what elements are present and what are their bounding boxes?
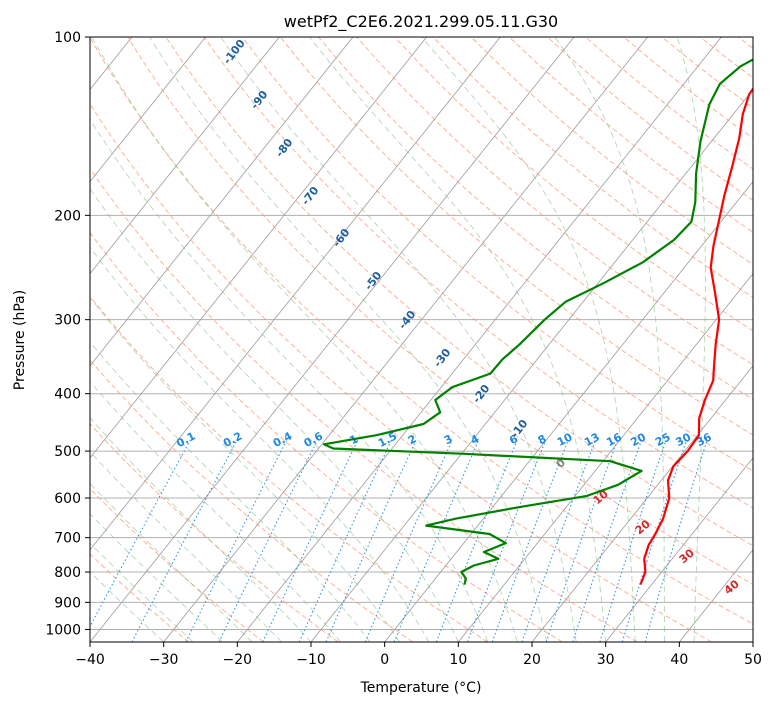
mixing-ratio-line (325, 440, 417, 642)
x-tick-label: 40 (670, 652, 688, 668)
isotherm-line (90, 37, 575, 642)
dry-adiabat (90, 37, 753, 625)
x-tick-label: 20 (523, 652, 541, 668)
mixing-ratio-label: 30 (674, 430, 694, 449)
temperature-profile (639, 86, 753, 585)
dry-adiabat (90, 423, 339, 642)
x-tick-label: −10 (296, 652, 326, 668)
y-tick-label: 800 (54, 565, 81, 581)
dry-adiabat (165, 37, 753, 547)
moist-adiabat (676, 37, 706, 642)
x-axis-ticks: −40 −30 −20 −10 0 10 20 30 40 50 (75, 642, 762, 668)
x-tick-label: −20 (223, 652, 253, 668)
moist-adiabat (90, 118, 489, 642)
isotherm-line (531, 365, 753, 642)
isotherm-line (237, 37, 722, 642)
moist-adiabat (220, 37, 577, 642)
moist-adiabat (90, 341, 371, 642)
isotherm-line (384, 180, 753, 642)
y-axis-ticks: 100 200 300 400 500 600 700 800 900 1000 (45, 30, 90, 638)
dry-adiabat (90, 487, 264, 642)
moist-adiabat (91, 37, 518, 642)
dry-adiabat (241, 37, 753, 472)
dry-adiabat (356, 37, 753, 366)
mixing-ratio-line (599, 440, 667, 642)
moist-adiabat (90, 513, 223, 642)
mixing-ratio-line (644, 440, 708, 642)
y-tick-label: 900 (54, 595, 81, 611)
mixing-ratio-line (298, 440, 392, 642)
y-tick-label: 200 (54, 208, 81, 224)
dry-adiabat (90, 295, 488, 642)
dry-adiabats (90, 37, 753, 642)
moist-adiabat (421, 37, 636, 642)
dry-adiabat (203, 37, 753, 509)
isotherm-grid (90, 37, 753, 642)
y-tick-label: 600 (54, 491, 81, 507)
x-tick-label: 0 (380, 652, 389, 668)
mixing-ratio-label: 16 (604, 430, 624, 449)
dry-adiabat (394, 37, 753, 332)
isotherm-line (605, 457, 753, 642)
mixing-ratio-label: 13 (582, 430, 602, 449)
isotherm-line (90, 37, 206, 183)
mixing-ratio-lines (90, 440, 708, 642)
isotherm-line (310, 88, 753, 642)
x-tick-label: 50 (744, 652, 762, 668)
moist-adiabat (90, 187, 459, 642)
moist-adiabat (309, 37, 607, 642)
isotherm-line (90, 37, 427, 459)
moist-adiabat (90, 450, 282, 642)
isotherm-line (90, 37, 280, 275)
dry-adiabat (90, 167, 638, 642)
mixing-ratio-line (621, 440, 687, 642)
moist-adiabat (90, 482, 253, 642)
mixing-ratio-line (364, 440, 453, 642)
moist-adiabats (90, 37, 706, 642)
mixing-ratio-line (90, 440, 191, 628)
x-tick-label: −40 (75, 652, 105, 668)
mixing-ratio-line (491, 440, 569, 642)
y-axis-label: Pressure (hPa) (12, 290, 28, 390)
x-tick-label: −30 (149, 652, 179, 668)
y-tick-label: 100 (54, 30, 81, 46)
dry-adiabat (90, 359, 414, 642)
moist-adiabat (90, 542, 194, 642)
dry-adiabat (90, 103, 712, 642)
isotherm-line (458, 273, 753, 642)
sounding-profiles (322, 58, 753, 585)
y-tick-label: 700 (54, 531, 81, 547)
y-tick-label: 300 (54, 313, 81, 329)
moist-adiabat (554, 37, 666, 642)
isotherm-line (90, 37, 501, 551)
mixing-ratio-label: 10 (555, 430, 575, 449)
mixing-ratio-line (393, 440, 479, 642)
isotherm-line (90, 37, 354, 367)
x-tick-label: 10 (449, 652, 467, 668)
mixing-ratio-label: 20 (628, 430, 648, 449)
dry-adiabat (432, 37, 753, 298)
dewpoint-profile (322, 58, 753, 585)
dry-adiabat (90, 553, 190, 642)
moist-adiabat (90, 296, 400, 642)
mixing-ratio-line (218, 440, 318, 642)
chart-title: wetPf2_C2E6.2021.299.05.11.G30 (284, 12, 558, 32)
mixing-ratio-line (185, 440, 287, 642)
dry-adiabat (279, 37, 753, 436)
y-tick-label: 500 (54, 444, 81, 460)
x-tick-label: 30 (597, 652, 615, 668)
mixing-ratio-label: 25 (653, 430, 673, 449)
moist-adiabat (90, 571, 164, 642)
x-axis-label: Temperature (°C) (360, 680, 482, 696)
y-tick-label: 400 (54, 387, 81, 403)
isotherm-line (163, 37, 648, 642)
mixing-ratio-line (521, 440, 596, 642)
plot-frame (89, 36, 754, 643)
y-tick-label: 1000 (45, 622, 81, 638)
mixing-ratio-line (545, 440, 618, 642)
